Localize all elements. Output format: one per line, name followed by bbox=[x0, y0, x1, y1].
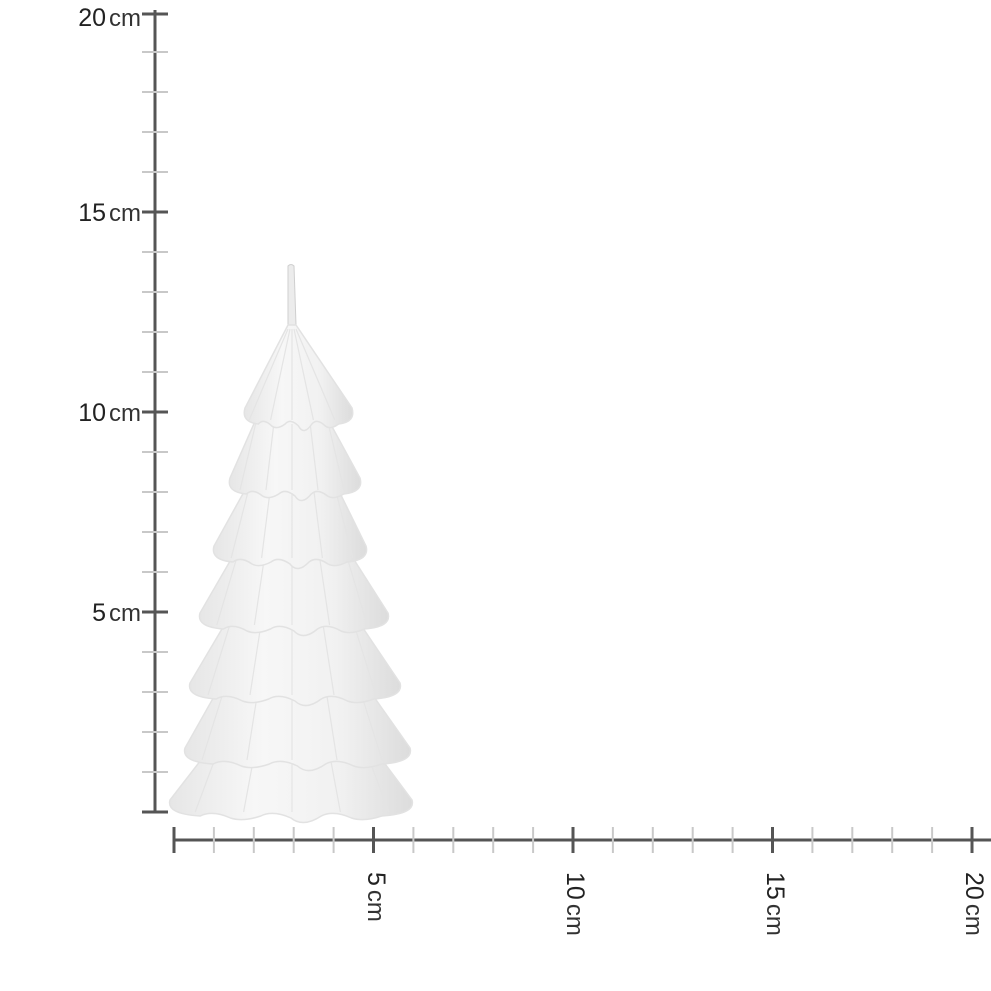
tier-ridge bbox=[230, 485, 251, 559]
tier-ridge bbox=[265, 423, 275, 491]
candle-tier bbox=[212, 481, 368, 570]
label-unit: cm bbox=[960, 903, 987, 936]
label-value: 5 bbox=[361, 872, 390, 886]
label-unit: cm bbox=[561, 903, 588, 936]
candle-tier bbox=[198, 544, 390, 637]
vertical-ruler bbox=[142, 10, 168, 814]
label-value: 20 bbox=[78, 4, 106, 32]
horizontal-ruler-label: 5 cm bbox=[361, 872, 390, 922]
tier-ridge bbox=[248, 328, 289, 421]
label-value: 5 bbox=[92, 599, 106, 627]
label-unit: cm bbox=[361, 889, 389, 922]
label-unit: cm bbox=[109, 5, 141, 32]
label-value: 15 bbox=[760, 872, 789, 900]
tier-ridge bbox=[320, 613, 335, 696]
tier-ridge bbox=[295, 328, 336, 421]
tier-ridge bbox=[333, 485, 354, 559]
candle-image bbox=[168, 264, 414, 824]
tier-ridge bbox=[270, 328, 291, 421]
candle-tier bbox=[243, 324, 354, 432]
label-unit: cm bbox=[109, 600, 141, 627]
wick bbox=[287, 264, 297, 326]
label-value: 10 bbox=[78, 399, 106, 427]
horizontal-ruler-label: 10 cm bbox=[561, 872, 589, 936]
tier-ridge bbox=[312, 485, 323, 559]
candle-tier bbox=[228, 419, 362, 502]
tier-ridge bbox=[317, 548, 331, 626]
horizontal-ruler bbox=[172, 827, 991, 853]
label-unit: cm bbox=[109, 200, 141, 227]
tier-ridge bbox=[216, 548, 240, 626]
label-value: 20 bbox=[960, 872, 988, 900]
candle-tier bbox=[188, 609, 402, 707]
horizontal-ruler-label: 20 cm bbox=[960, 872, 988, 936]
vertical-ruler-label: 10 cm bbox=[78, 401, 141, 426]
tier-ridge bbox=[239, 423, 257, 491]
label-unit: cm bbox=[760, 903, 788, 936]
label-unit: cm bbox=[109, 400, 141, 427]
tier-ridge bbox=[327, 423, 345, 491]
label-value: 15 bbox=[78, 199, 106, 227]
label-value: 10 bbox=[561, 872, 589, 900]
tier-ridge bbox=[309, 423, 319, 491]
vertical-ruler-label: 5 cm bbox=[92, 601, 141, 626]
tier-ridge bbox=[293, 328, 314, 421]
horizontal-ruler-label: 15 cm bbox=[760, 872, 789, 936]
vertical-ruler-label: 15 cm bbox=[78, 201, 141, 226]
vertical-ruler-label: 20 cm bbox=[78, 6, 141, 31]
